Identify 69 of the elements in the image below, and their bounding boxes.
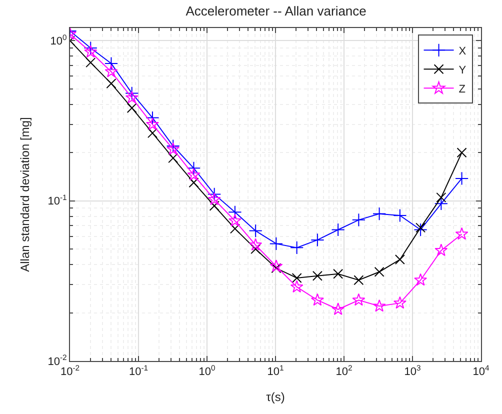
x-tick-label: 10$^{3}$ [404, 364, 421, 378]
legend-label: Z [458, 83, 466, 96]
legend-label: Y [458, 64, 467, 76]
point [269, 236, 284, 250]
point [372, 299, 386, 312]
point [208, 192, 221, 206]
point [250, 244, 261, 254]
point [248, 224, 262, 238]
point [333, 268, 344, 279]
point [290, 240, 304, 254]
point [228, 214, 242, 226]
point [414, 222, 428, 237]
point [456, 148, 467, 158]
point [126, 102, 137, 113]
point [292, 272, 302, 283]
point [414, 273, 428, 286]
point [455, 227, 468, 240]
y-tick-label: 10$^{0}$ [50, 32, 67, 48]
point [230, 224, 240, 234]
legend-label: X [458, 45, 467, 58]
y-tick-label: 10$^{-1}$ [48, 193, 67, 208]
point [166, 142, 180, 155]
point [374, 266, 384, 277]
point [393, 208, 407, 222]
point [186, 161, 201, 175]
point [352, 293, 366, 306]
point [146, 118, 159, 130]
point [104, 64, 118, 78]
point [454, 172, 469, 186]
point [84, 41, 98, 55]
point [352, 213, 366, 227]
point [168, 153, 178, 164]
point [416, 222, 426, 233]
x-axis-title: τ(s) [266, 390, 285, 404]
point [393, 296, 406, 309]
point [372, 207, 386, 221]
point [310, 233, 324, 247]
point [147, 128, 158, 138]
point [310, 293, 324, 306]
point [354, 275, 364, 286]
point [394, 254, 405, 265]
point [125, 86, 139, 100]
point [209, 200, 220, 211]
point [290, 280, 304, 293]
point [86, 58, 96, 68]
x-tick-label: 10$^{2}$ [336, 364, 352, 378]
x-tick-label: 10$^{-1}$ [128, 364, 148, 378]
point [84, 45, 98, 58]
y-axis-title: Allan standard deviation [mg] [18, 117, 32, 272]
point [106, 78, 116, 89]
point [434, 244, 448, 256]
point [187, 168, 200, 181]
chart-title: Accelerometer -- Allan variance [186, 3, 366, 18]
point [436, 192, 446, 202]
x-tick-label: 10$^{0}$ [198, 364, 216, 378]
point [125, 90, 138, 104]
point [332, 302, 345, 315]
x-tick-label: 10$^{1}$ [267, 364, 284, 378]
point [208, 187, 222, 202]
point [249, 238, 262, 251]
point [228, 205, 242, 219]
point [166, 139, 180, 153]
point [270, 260, 283, 272]
point [104, 56, 118, 70]
point [146, 111, 160, 125]
point [271, 263, 282, 274]
point [331, 222, 345, 237]
point [312, 270, 322, 281]
x-tick-label: 10$^{4}$ [472, 364, 490, 378]
